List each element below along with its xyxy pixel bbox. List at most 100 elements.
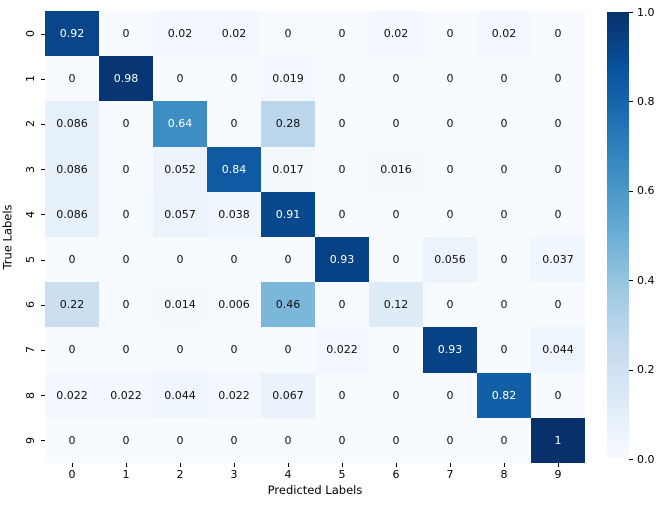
heatmap-cell-r5c9: 0.037 bbox=[531, 237, 585, 283]
x-axis-label-text: Predicted Labels bbox=[267, 483, 363, 497]
y-tick-label-2: 2 bbox=[22, 101, 38, 146]
heatmap-cell-r6c0: 0.22 bbox=[45, 282, 99, 328]
heatmap-cell-r0c6: 0.02 bbox=[369, 11, 423, 57]
y-tick-mark bbox=[41, 124, 45, 125]
heatmap-cell-r7c2: 0 bbox=[153, 327, 207, 373]
y-tick-mark bbox=[41, 395, 45, 397]
y-tick-label-text: 8 bbox=[23, 391, 37, 399]
heatmap-cell-r8c1: 0.022 bbox=[99, 372, 153, 418]
x-tick-label-2: 2 bbox=[176, 468, 184, 481]
heatmap-cell-r0c0: 0.92 bbox=[45, 11, 99, 57]
heatmap-cell-r5c3: 0 bbox=[207, 237, 261, 283]
heatmap-cell-r8c5: 0 bbox=[315, 372, 369, 418]
heatmap-cell-r8c7: 0 bbox=[423, 372, 477, 418]
x-tick-label-7: 7 bbox=[446, 468, 454, 481]
heatmap-cell-r2c7: 0 bbox=[423, 101, 477, 147]
heatmap-cell-r5c0: 0 bbox=[45, 237, 99, 283]
heatmap-cell-r6c1: 0 bbox=[99, 282, 153, 328]
heatmap-cell-r6c7: 0 bbox=[423, 282, 477, 328]
heatmap-cell-r6c8: 0 bbox=[477, 282, 531, 328]
heatmap-cell-r3c8: 0 bbox=[477, 146, 531, 192]
y-tick-label-8: 8 bbox=[22, 373, 38, 418]
heatmap-cell-r6c6: 0.12 bbox=[369, 282, 423, 328]
x-tick-mark bbox=[342, 463, 343, 467]
y-tick-label-text: 1 bbox=[23, 75, 37, 83]
y-tick-mark bbox=[41, 304, 45, 306]
y-tick-mark bbox=[41, 214, 45, 216]
y-tick-label-3: 3 bbox=[22, 147, 38, 192]
heatmap-cell-r1c1: 0.98 bbox=[99, 56, 153, 102]
heatmap-cell-r1c0: 0 bbox=[45, 56, 99, 102]
heatmap-cell-r6c5: 0 bbox=[315, 282, 369, 328]
heatmap-cell-r7c5: 0.022 bbox=[315, 327, 369, 373]
heatmap-cell-r3c2: 0.052 bbox=[153, 146, 207, 192]
y-tick-label-4: 4 bbox=[22, 192, 38, 237]
heatmap-cell-r9c9: 1 bbox=[531, 417, 585, 463]
heatmap-cell-r2c3: 0 bbox=[207, 101, 261, 147]
colorbar-tick-label-0.2: 0.2 bbox=[637, 363, 655, 377]
y-tick-mark bbox=[41, 440, 45, 442]
heatmap-cell-r9c0: 0 bbox=[45, 417, 99, 463]
x-axis-label: Predicted Labels bbox=[45, 483, 585, 497]
heatmap-cell-r3c3: 0.84 bbox=[207, 146, 261, 192]
heatmap-cell-r0c5: 0 bbox=[315, 11, 369, 57]
heatmap-cell-r1c5: 0 bbox=[315, 56, 369, 102]
heatmap-cell-r9c4: 0 bbox=[261, 417, 315, 463]
heatmap-cell-r9c3: 0 bbox=[207, 417, 261, 463]
heatmap-cell-r3c0: 0.086 bbox=[45, 146, 99, 192]
heatmap-cell-r1c9: 0 bbox=[531, 56, 585, 102]
y-tick-label-text: 7 bbox=[23, 346, 37, 354]
x-tick-mark bbox=[288, 463, 289, 467]
x-tick-label-5: 5 bbox=[338, 468, 346, 481]
heatmap-cell-r9c8: 0 bbox=[477, 417, 531, 463]
heatmap-cell-r7c1: 0 bbox=[99, 327, 153, 373]
y-tick-label-text: 6 bbox=[23, 301, 37, 309]
x-tick-mark bbox=[504, 463, 505, 467]
colorbar-tick-mark bbox=[629, 369, 633, 371]
y-tick-label-7: 7 bbox=[22, 327, 38, 372]
heatmap-cell-r5c8: 0 bbox=[477, 237, 531, 283]
heatmap-cell-r3c5: 0 bbox=[315, 146, 369, 192]
x-tick-mark bbox=[450, 463, 451, 467]
heatmap-cell-r3c6: 0.016 bbox=[369, 146, 423, 192]
heatmap-cell-r4c5: 0 bbox=[315, 191, 369, 237]
y-tick-mark bbox=[41, 169, 45, 171]
heatmap-cell-r9c6: 0 bbox=[369, 417, 423, 463]
heatmap-cell-r4c9: 0 bbox=[531, 191, 585, 237]
x-tick-label-0: 0 bbox=[68, 468, 76, 481]
heatmap-cell-r0c8: 0.02 bbox=[477, 11, 531, 57]
heatmap-cell-r2c0: 0.086 bbox=[45, 101, 99, 147]
colorbar-tick-label-1.0: 1.0 bbox=[637, 5, 655, 19]
x-tick-label-9: 9 bbox=[554, 468, 562, 481]
y-axis-label: True Labels bbox=[0, 11, 15, 463]
heatmap-cell-r9c5: 0 bbox=[315, 417, 369, 463]
heatmap-cell-r1c7: 0 bbox=[423, 56, 477, 102]
colorbar-tick-mark bbox=[629, 280, 633, 282]
heatmap-cell-r2c2: 0.64 bbox=[153, 101, 207, 147]
heatmap-cell-r2c9: 0 bbox=[531, 101, 585, 147]
heatmap-cell-r8c9: 0 bbox=[531, 372, 585, 418]
heatmap-cell-r2c1: 0 bbox=[99, 101, 153, 147]
y-tick-label-text: 5 bbox=[23, 256, 37, 264]
heatmap-cell-r0c1: 0 bbox=[99, 11, 153, 57]
heatmap-cell-r0c3: 0.02 bbox=[207, 11, 261, 57]
y-tick-mark bbox=[41, 259, 45, 261]
y-tick-label-text: 9 bbox=[23, 436, 37, 444]
heatmap-cell-r7c7: 0.93 bbox=[423, 327, 477, 373]
y-tick-label-5: 5 bbox=[22, 237, 38, 282]
x-tick-mark bbox=[558, 463, 559, 467]
heatmap-cell-r5c7: 0.056 bbox=[423, 237, 477, 283]
heatmap-cell-r8c0: 0.022 bbox=[45, 372, 99, 418]
x-tick-mark bbox=[234, 463, 235, 467]
heatmap-cell-r2c8: 0 bbox=[477, 101, 531, 147]
y-tick-mark bbox=[41, 33, 45, 35]
y-tick-label-text: 2 bbox=[23, 120, 37, 128]
heatmap-cell-r3c1: 0 bbox=[99, 146, 153, 192]
y-tick-mark bbox=[41, 78, 45, 80]
heatmap-cell-r1c4: 0.019 bbox=[261, 56, 315, 102]
heatmap-cell-r7c8: 0 bbox=[477, 327, 531, 373]
colorbar-tick-label-0.0: 0.0 bbox=[637, 452, 655, 466]
heatmap-cell-r7c0: 0 bbox=[45, 327, 99, 373]
x-tick-label-6: 6 bbox=[392, 468, 400, 481]
